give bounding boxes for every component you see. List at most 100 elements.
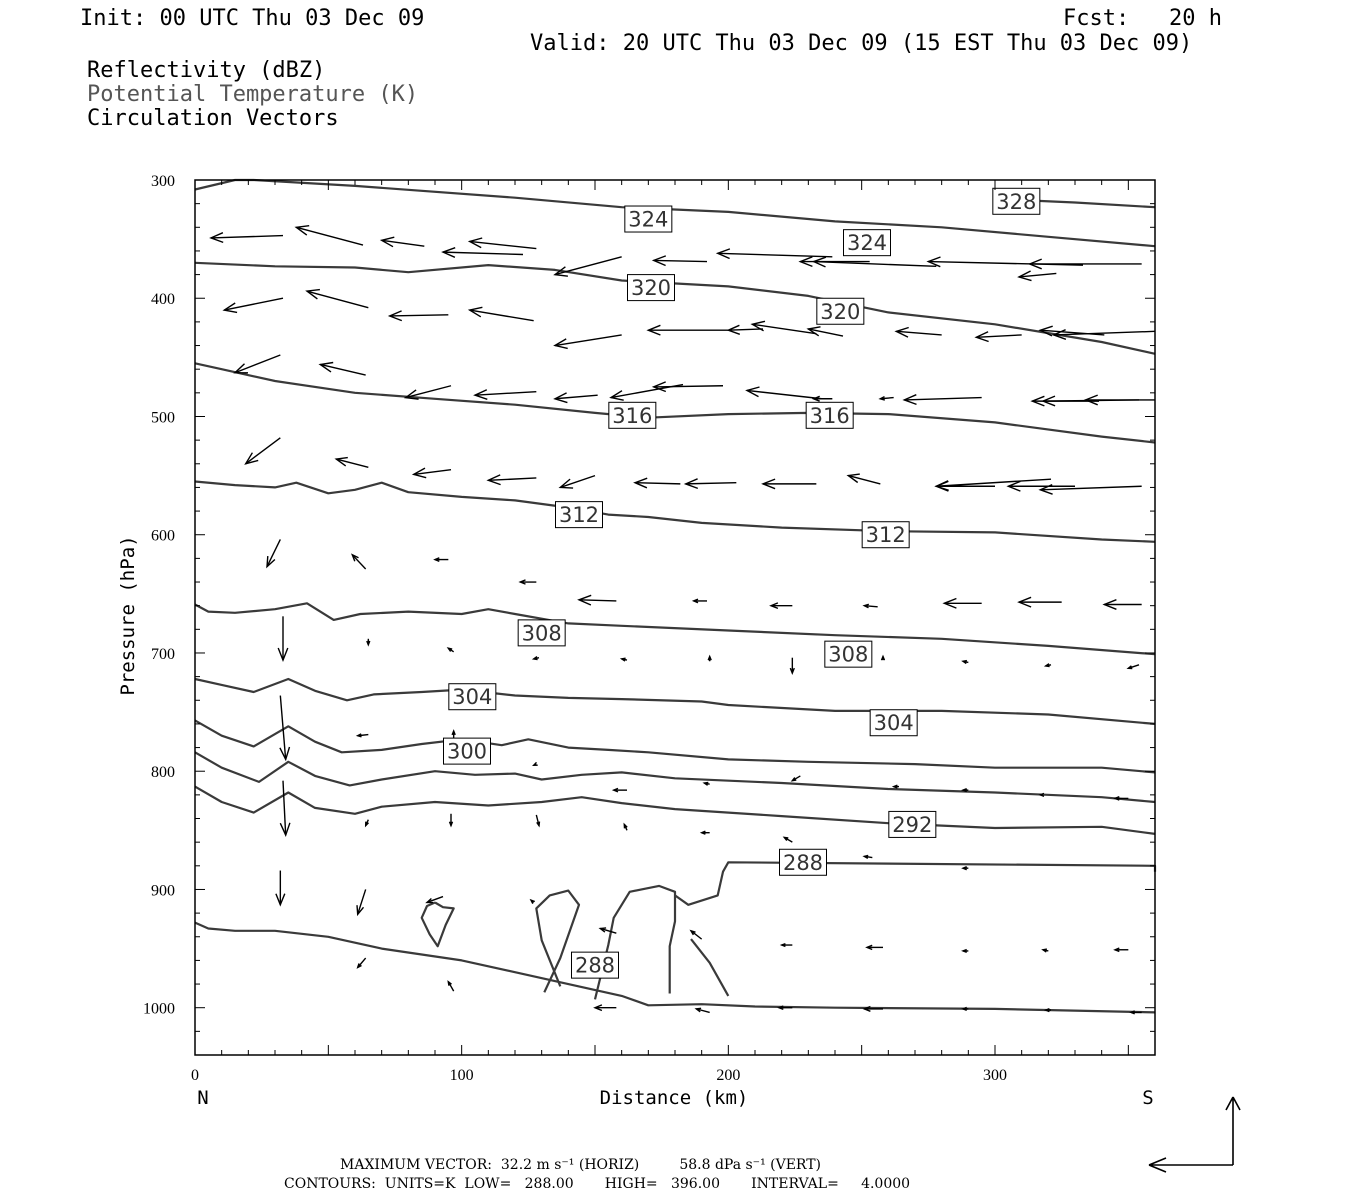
contour-label: 324 — [624, 205, 673, 233]
circulation-vector — [387, 310, 449, 322]
x-tick-label: 0 — [191, 1067, 199, 1084]
y-tick-label: 1000 — [143, 1001, 175, 1018]
circulation-vector — [531, 656, 540, 661]
contour-label: 308 — [824, 640, 873, 668]
circulation-vector — [811, 395, 833, 402]
circulation-vector — [880, 654, 886, 661]
theta-contours — [194, 178, 1157, 1014]
circulation-vector — [745, 386, 822, 400]
circulation-vector — [222, 297, 284, 314]
circulation-vector — [448, 813, 454, 828]
circulation-vector — [593, 1004, 617, 1012]
circulation-vector — [1017, 596, 1062, 608]
theta-contour-line — [194, 921, 1156, 1014]
circulation-vector — [750, 320, 817, 335]
circulation-vector — [351, 553, 367, 570]
svg-text:288: 288 — [575, 954, 615, 978]
contour-label: 308 — [517, 619, 566, 647]
circulation-vector — [473, 389, 537, 400]
circulation-vector — [441, 247, 524, 258]
theta-contour-line — [194, 751, 1156, 804]
circulation-vector — [411, 467, 452, 479]
circulation-vector — [790, 775, 801, 782]
svg-text:304: 304 — [452, 685, 492, 709]
theta-contour-line — [690, 938, 730, 997]
circulation-vector — [619, 657, 628, 662]
horizontal-scale-arrow — [1148, 1157, 1233, 1173]
contour-label: 312 — [555, 501, 603, 529]
circulation-vector — [334, 456, 369, 469]
init-time-label: Init: 00 UTC Thu 03 Dec 09 — [80, 6, 425, 31]
theta-contour-line — [535, 889, 581, 993]
circulation-vector — [356, 889, 367, 917]
circulation-vector — [467, 306, 534, 322]
x-tick-label: 200 — [716, 1067, 740, 1084]
axis-ticks: 0 100 200 300 300 400 500 600 700 800 900 1000 N S Dis… — [117, 173, 1156, 1109]
circulation-vector — [553, 256, 622, 277]
contour-label: 288 — [571, 951, 619, 979]
circulation-vector — [651, 381, 724, 393]
circulation-vector — [789, 657, 795, 675]
circulation-vector — [715, 248, 833, 260]
circulation-vector — [305, 288, 369, 309]
contour-label: 292 — [888, 810, 937, 838]
circulation-vector — [558, 474, 596, 489]
circulation-vector — [294, 225, 364, 246]
circulation-vector — [689, 929, 703, 940]
contour-label: 320 — [816, 297, 865, 325]
svg-text:328: 328 — [996, 190, 1036, 214]
circulation-vector — [611, 787, 627, 793]
circulation-vector — [209, 232, 284, 244]
contour-label: 320 — [627, 274, 675, 302]
circulation-vector — [529, 898, 536, 905]
circulation-vector — [865, 944, 883, 951]
circulation-vector — [1113, 947, 1129, 953]
circulation-vector — [894, 326, 942, 338]
circulation-vector — [694, 1007, 710, 1014]
circulation-vector — [553, 392, 598, 404]
svg-text:324: 324 — [847, 231, 887, 255]
forecast-hour-label: Fcst: 20 h — [1063, 6, 1222, 31]
vector-scale-key — [1148, 1096, 1241, 1173]
circulation-vector — [1006, 480, 1075, 492]
circulation-vector — [961, 788, 969, 793]
svg-text:312: 312 — [559, 503, 599, 527]
contour-info-note: CONTOURS: UNITS=K LOW= 288.00 HIGH= 396.… — [284, 1176, 911, 1192]
circulation-vector — [433, 557, 449, 562]
circulation-vector — [266, 539, 281, 569]
circulation-vector — [769, 602, 793, 610]
circulation-vector — [683, 478, 737, 490]
circulation-vector — [1017, 270, 1057, 282]
y-tick-label: 400 — [151, 291, 175, 308]
y-axis-title: Pressure (hPa) — [117, 535, 139, 695]
contour-label: 324 — [843, 229, 891, 257]
contour-label: 328 — [992, 187, 1041, 215]
y-tick-label: 600 — [151, 528, 175, 545]
circulation-vector — [1027, 258, 1142, 270]
circulation-vector — [691, 598, 707, 604]
circulation-vector — [275, 870, 286, 907]
circulation-vector — [318, 361, 366, 376]
svg-text:308: 308 — [828, 643, 868, 667]
svg-text:316: 316 — [612, 404, 652, 428]
circulation-vector — [974, 331, 1022, 343]
field-label-reflectivity: Reflectivity (dBZ) — [87, 58, 326, 83]
svg-text:308: 308 — [522, 621, 562, 645]
circulation-vector — [798, 256, 870, 268]
circulation-vector — [1038, 792, 1045, 797]
circulation-vector — [934, 480, 995, 492]
north-label: N — [197, 1087, 208, 1109]
circulation-vector — [553, 334, 622, 350]
circulation-vector — [277, 616, 289, 662]
svg-text:316: 316 — [810, 404, 850, 428]
theta-contour-line — [194, 362, 1156, 444]
circulation-vector — [862, 854, 873, 860]
circulation-vector — [425, 895, 444, 904]
x-tick-label: 300 — [983, 1067, 1007, 1084]
circulation-vector — [1038, 483, 1142, 495]
circulation-vector — [779, 942, 793, 948]
y-tick-label: 800 — [151, 764, 175, 781]
circulation-vector — [355, 733, 369, 738]
theta-contour-line — [674, 861, 1157, 906]
